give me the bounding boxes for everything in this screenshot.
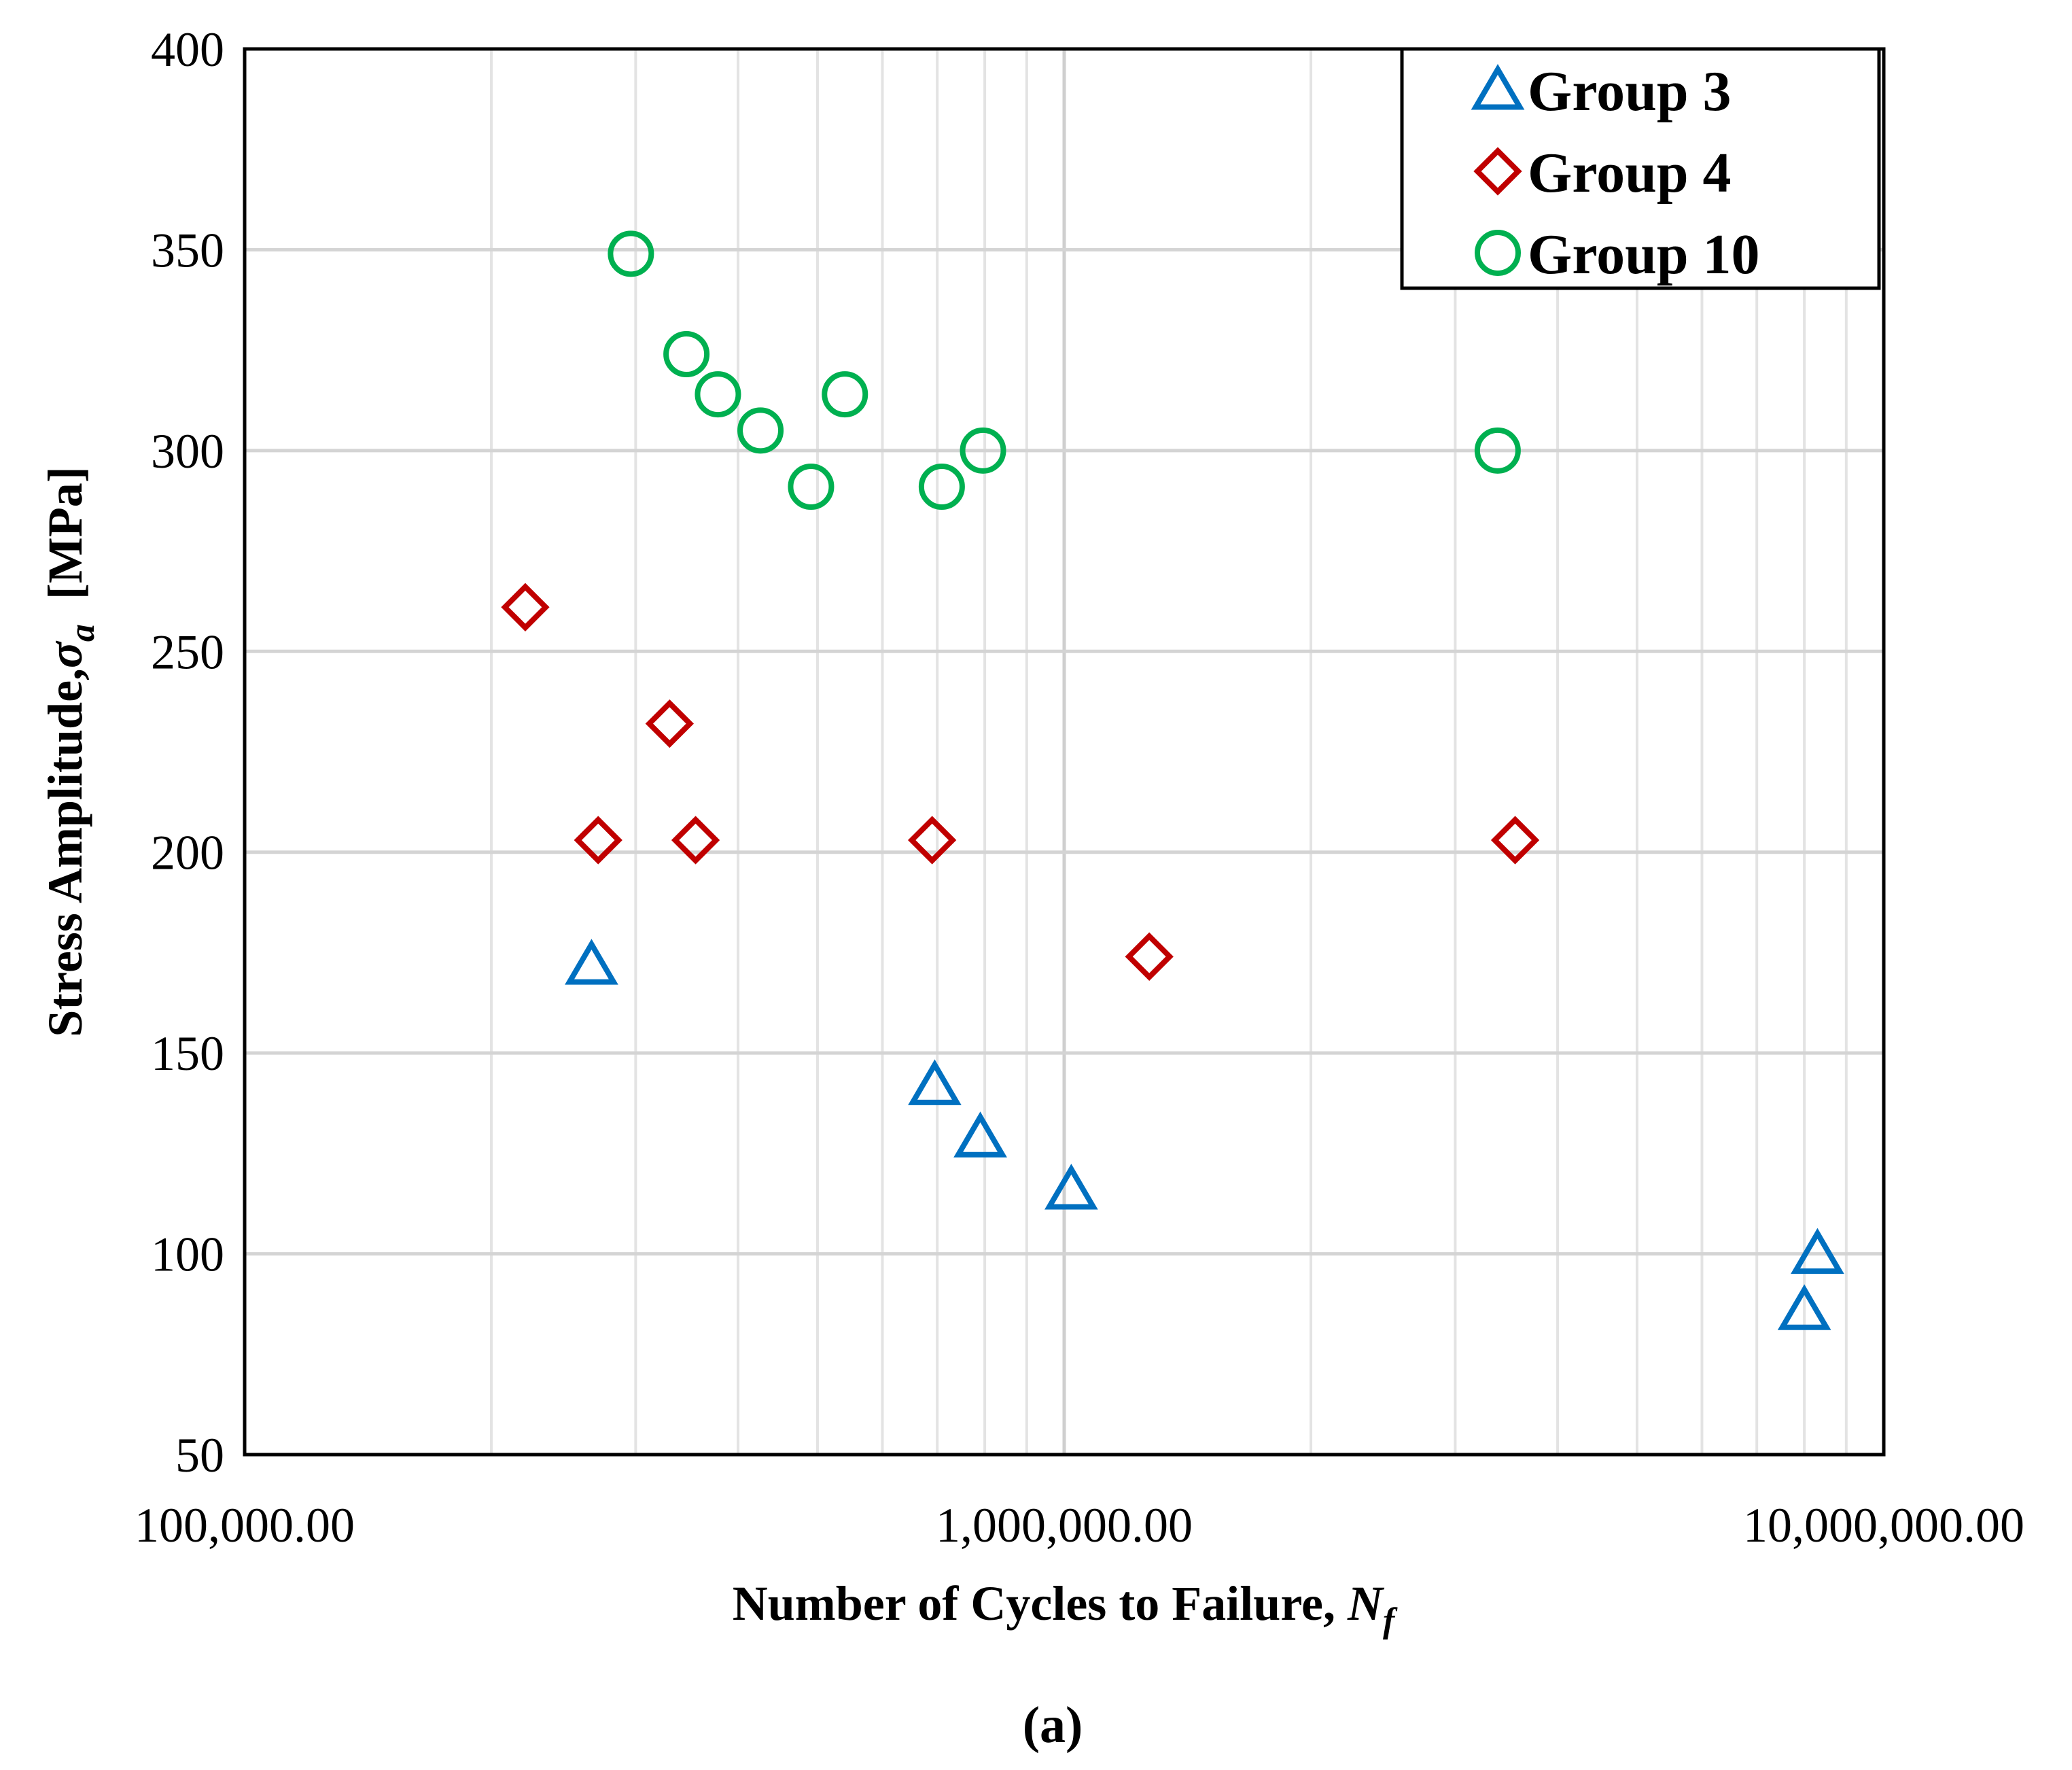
series-group-4 [501, 583, 1540, 981]
legend-marker-group-4 [1473, 147, 1522, 196]
series-group-3 [565, 939, 1844, 1330]
point-group-3 [908, 1059, 962, 1105]
point-group-3 [1791, 1228, 1844, 1274]
y-axis-title-unit: [MPa] [38, 466, 92, 600]
point-group-4 [907, 816, 957, 865]
point-group-4 [1125, 932, 1174, 981]
point-group-10 [1474, 427, 1521, 474]
y-tick-label: 200 [151, 826, 224, 880]
y-axis-title-text: Stress Amplitude, [38, 668, 92, 1037]
legend-items: Group 3 Group 4 Group 10 [1471, 60, 1760, 286]
point-group-10 [737, 407, 784, 454]
point-group-10 [960, 427, 1006, 474]
y-tick-label: 300 [151, 424, 224, 479]
data-markers [501, 230, 1844, 1330]
series-group-10 [608, 230, 1521, 510]
point-group-4 [671, 816, 720, 865]
x-axis-title-text: Number of Cycles to Failure, [733, 1576, 1348, 1631]
x-axis-title-subscript: f [1383, 1601, 1398, 1640]
legend-item-group-10: Group 10 [1475, 223, 1760, 286]
y-tick-label: 150 [151, 1026, 224, 1081]
y-axis-title: Stress Amplitude,σa [MPa] [38, 466, 102, 1037]
point-group-4 [574, 816, 622, 865]
legend-label-group-4: Group 4 [1528, 141, 1732, 205]
legend-marker-group-3 [1471, 64, 1525, 110]
y-axis-title-symbol: σ [38, 640, 92, 668]
plot-area-border [243, 47, 1886, 1457]
minor-gridlines [490, 49, 1848, 1455]
point-group-10 [788, 464, 835, 510]
legend-marker-group-10 [1475, 230, 1521, 276]
legend-item-group-3: Group 3 [1471, 60, 1732, 123]
point-group-3 [1777, 1284, 1831, 1330]
point-group-3 [565, 939, 618, 985]
x-axis-title-symbol: N [1347, 1576, 1385, 1631]
point-group-3 [1044, 1164, 1098, 1210]
x-axis-title: Number of Cycles to Failure, Nf [733, 1576, 1398, 1640]
point-group-3 [953, 1111, 1007, 1158]
x-tick-labels: 100,000.00 1,000,000.00 10,000,000.00 [135, 1498, 2024, 1552]
figure-caption: (a) [1023, 1697, 1083, 1754]
y-tick-label: 100 [151, 1228, 224, 1282]
legend-label-group-3: Group 3 [1528, 60, 1732, 123]
legend: Group 3 Group 4 Group 10 [1400, 47, 1881, 290]
point-group-10 [608, 230, 654, 277]
legend-label-group-10: Group 10 [1528, 223, 1760, 286]
point-group-10 [695, 371, 741, 418]
y-axis-title-subscript: a [63, 624, 102, 642]
legend-item-group-4: Group 4 [1473, 141, 1732, 205]
point-group-4 [645, 699, 694, 748]
y-tick-label: 250 [151, 625, 224, 679]
point-group-4 [501, 583, 550, 631]
x-tick-label: 1,000,000.00 [936, 1498, 1193, 1552]
y-tick-label: 400 [151, 22, 224, 77]
x-tick-label: 10,000,000.00 [1743, 1498, 2024, 1552]
y-tick-labels: 50 100 150 200 250 300 350 400 [151, 22, 224, 1482]
point-group-10 [822, 371, 868, 418]
point-group-10 [663, 331, 710, 378]
point-group-4 [1490, 816, 1540, 865]
x-tick-label: 100,000.00 [135, 1498, 355, 1552]
point-group-10 [918, 464, 965, 510]
y-tick-label: 350 [151, 223, 224, 277]
y-tick-label: 50 [175, 1428, 224, 1482]
